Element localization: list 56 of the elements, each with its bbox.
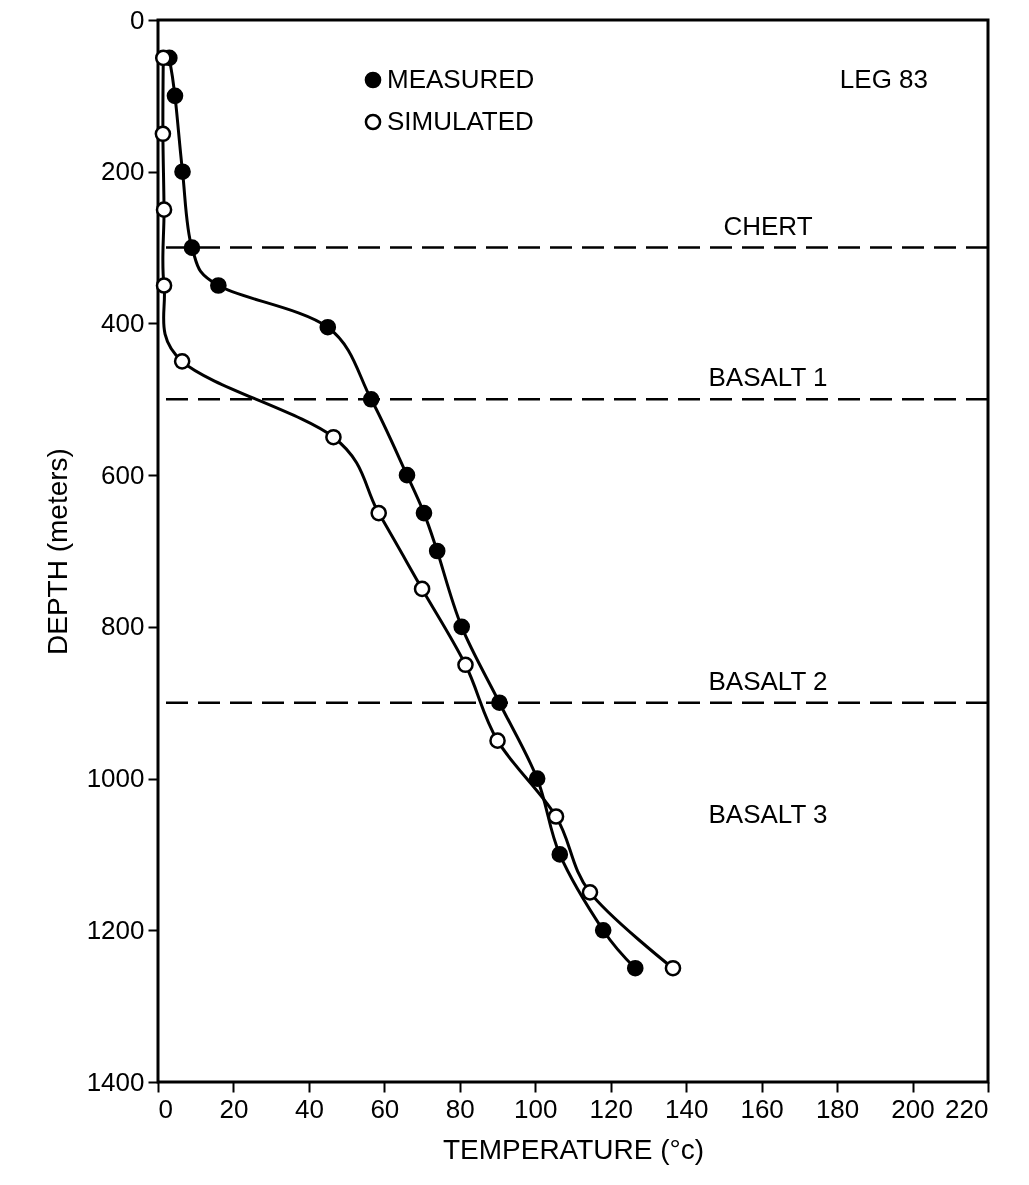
ref-line-label: CHERT (723, 210, 813, 241)
point (173, 353, 191, 370)
y-tick-label: 200 (101, 156, 145, 187)
point (398, 466, 416, 484)
x-tick-label: 100 (514, 1093, 558, 1124)
annotation: BASALT 3 (708, 799, 828, 829)
point (319, 318, 337, 336)
point (547, 808, 565, 825)
y-tick-label: 0 (130, 4, 145, 35)
y-tick-label: 1000 (86, 763, 145, 794)
x-tick-label: 180 (815, 1093, 860, 1124)
y-tick-label: 600 (101, 459, 145, 490)
y-tick-label: 1200 (86, 914, 145, 945)
point (166, 87, 184, 105)
point (413, 580, 431, 598)
point (453, 618, 471, 636)
x-tick-label: 80 (445, 1093, 475, 1124)
point (362, 390, 380, 408)
point (457, 656, 474, 674)
point (626, 959, 644, 977)
x-axis-title: TEMPERATURE (°c) (442, 1133, 705, 1165)
point (183, 239, 201, 256)
point (415, 504, 433, 522)
point (325, 428, 342, 446)
y-axis-title: DEPTH (meters) (41, 448, 73, 655)
x-tick-label: 120 (589, 1093, 633, 1124)
point (428, 542, 446, 560)
point (581, 884, 599, 901)
y-tick-label: 1400 (86, 1066, 145, 1097)
y-tick-label: 800 (101, 611, 145, 642)
x-tick-label: 200 (891, 1093, 935, 1124)
point (210, 277, 227, 294)
ref-line-label: BASALT 2 (708, 665, 828, 696)
point (491, 694, 508, 712)
x-tick-label: 220 (945, 1093, 989, 1124)
x-tick-label: 0 (158, 1093, 173, 1124)
ref-line-label: BASALT 1 (708, 362, 828, 393)
x-tick-label: 160 (740, 1093, 784, 1124)
point (489, 732, 506, 749)
point (551, 846, 569, 863)
y-tick-label: 400 (101, 307, 145, 338)
legend-label: MEASURED (387, 64, 535, 94)
point (154, 125, 172, 143)
point (155, 277, 173, 294)
x-tick-label: 140 (664, 1093, 709, 1124)
x-tick-label: 40 (294, 1093, 324, 1124)
point (155, 201, 173, 218)
x-tick-label: 20 (219, 1093, 249, 1124)
point (528, 770, 546, 787)
legend-label: SIMULATED (387, 106, 534, 136)
point (664, 959, 682, 977)
point (594, 921, 612, 939)
annotation: LEG 83 (839, 64, 928, 94)
x-tick-label: 60 (370, 1093, 400, 1124)
point (174, 163, 191, 181)
point (370, 504, 388, 522)
